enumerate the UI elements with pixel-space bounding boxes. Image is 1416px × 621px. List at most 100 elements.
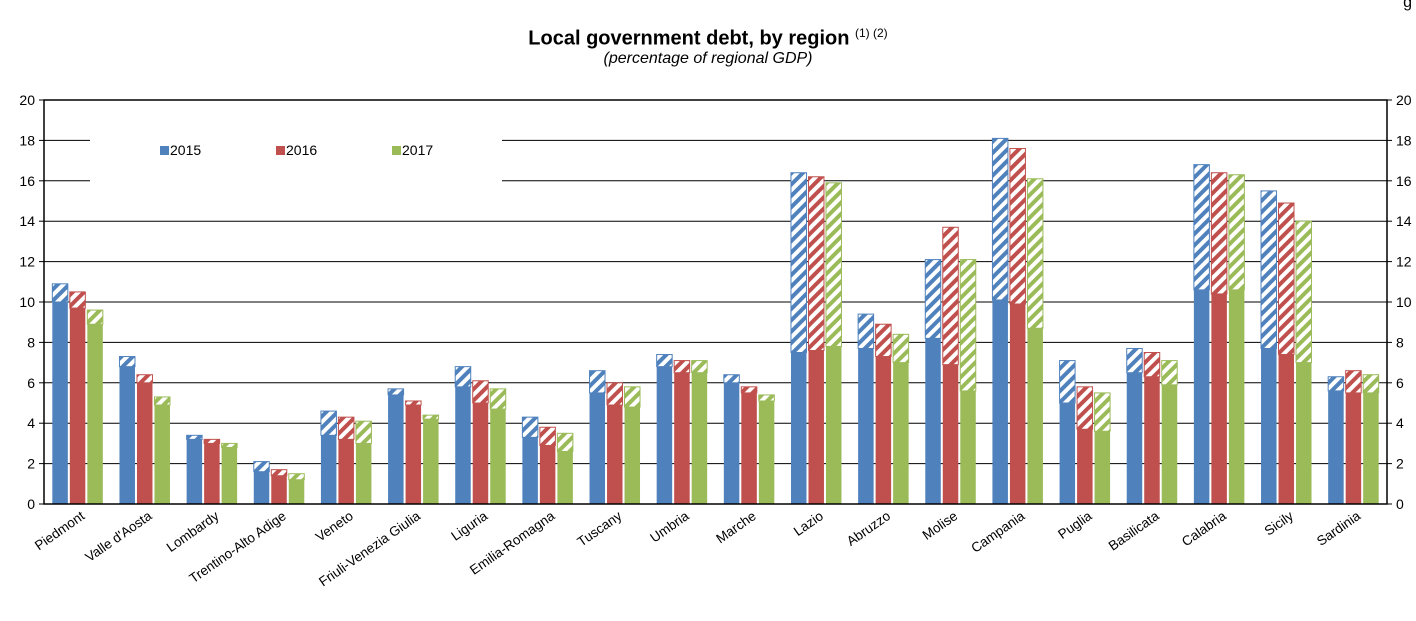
x-category-label: Puglia: [1055, 508, 1095, 542]
x-category-label: Marche: [713, 508, 758, 546]
bar-hatched-segment: [857, 313, 875, 349]
bar-solid-segment: [656, 366, 673, 504]
chart-title-notes: (1) (2): [855, 26, 888, 40]
chart-subtitle: (percentage of regional GDP): [603, 50, 813, 67]
bar-hatched-segment: [1210, 172, 1228, 295]
x-category-label: Abruzzo: [844, 508, 893, 549]
bar-solid-segment: [875, 356, 892, 504]
bar-hatched-segment: [405, 400, 422, 406]
bar-hatched-segment: [673, 360, 691, 374]
bar-solid-segment: [1211, 293, 1227, 504]
x-category-label: Lazio: [791, 508, 826, 539]
bar-hatched-segment: [539, 426, 556, 446]
y-tick-label-right: 2: [1396, 456, 1404, 472]
plot-frame: [43, 99, 1388, 505]
bar-solid-segment: [691, 372, 708, 504]
bar-hatched-segment: [454, 366, 472, 388]
bar-solid-segment: [288, 479, 305, 504]
x-category-label: Sardinia: [1314, 508, 1364, 549]
bar-solid-segment: [1363, 392, 1379, 504]
bar-hatched-segment: [1161, 360, 1178, 386]
bar-hatched-segment: [1059, 360, 1076, 404]
bar-hatched-segment: [253, 461, 270, 473]
bar-hatched-segment: [606, 382, 624, 406]
x-category-label: Lombardy: [164, 508, 222, 555]
bar-hatched-segment: [924, 259, 942, 339]
bar-hatched-segment: [1278, 202, 1295, 356]
bar-hatched-segment: [521, 416, 539, 438]
bar-solid-segment: [271, 475, 287, 504]
bar-hatched-segment: [589, 370, 606, 394]
bar-hatched-segment: [723, 374, 740, 384]
x-category-label: Molise: [920, 508, 961, 543]
bar-hatched-segment: [489, 388, 507, 410]
bar-hatched-segment: [1094, 392, 1111, 432]
bar-hatched-segment: [337, 416, 355, 440]
bar-solid-segment: [522, 437, 538, 504]
bar-hatched-segment: [1126, 347, 1143, 374]
bar-hatched-segment: [320, 410, 337, 436]
bar-solid-segment: [136, 382, 153, 504]
bar-solid-segment: [1094, 431, 1111, 504]
bar-solid-segment: [490, 409, 506, 504]
bar-solid-segment: [557, 451, 573, 504]
bar-solid-segment: [758, 400, 775, 504]
bar-hatched-segment: [1362, 374, 1380, 394]
x-category-label: Piedmont: [32, 508, 88, 553]
bar-solid-segment: [539, 445, 556, 504]
bar-solid-segment: [1228, 289, 1245, 504]
bar-solid-segment: [204, 443, 220, 504]
y-tick-label-left: 8: [27, 334, 35, 350]
bar-solid-segment: [472, 403, 489, 504]
bar-solid-segment: [589, 392, 606, 504]
bar-hatched-segment: [556, 432, 574, 452]
y-tick-label-right: 8: [1396, 334, 1404, 350]
y-tick-label-right: 18: [1396, 132, 1412, 148]
bar-hatched-segment: [270, 469, 288, 477]
chart-title-text: Local government debt, by region: [528, 27, 850, 50]
bar-hatched-segment: [221, 442, 238, 448]
bar-hatched-segment: [825, 182, 842, 347]
bar-solid-segment: [221, 447, 238, 504]
y-tick-label-right: 10: [1396, 294, 1412, 310]
bar-hatched-segment: [1026, 178, 1044, 329]
bar-solid-segment: [1345, 392, 1362, 504]
bar-solid-segment: [1144, 376, 1160, 504]
legend-swatch: [160, 146, 169, 155]
bar-solid-segment: [790, 352, 807, 504]
y-tick-label-left: 12: [19, 254, 35, 270]
bar-hatched-segment: [1076, 386, 1094, 430]
bar-hatched-segment: [959, 259, 977, 392]
y-tick-label-left: 16: [19, 173, 35, 189]
y-tick-label-left: 18: [19, 132, 35, 148]
bar-solid-segment: [253, 471, 270, 504]
bar-solid-segment: [69, 308, 86, 504]
bar-solid-segment: [1027, 328, 1043, 504]
legend-swatch: [392, 146, 401, 155]
bar-hatched-segment: [1009, 147, 1026, 305]
bar-solid-segment: [1261, 348, 1277, 504]
bar-solid-segment: [119, 366, 135, 504]
bar-hatched-segment: [288, 473, 305, 481]
bar-hatched-segment: [69, 291, 86, 309]
bar-hatched-segment: [136, 374, 153, 384]
bar-hatched-segment: [1260, 190, 1278, 349]
bar-solid-segment: [388, 394, 404, 504]
bar-solid-segment: [186, 439, 203, 504]
bar-hatched-segment: [1295, 220, 1313, 364]
bar-hatched-segment: [807, 176, 825, 351]
bar-hatched-segment: [942, 226, 959, 366]
legend-box: [90, 122, 502, 202]
y-tick-label-right: 14: [1396, 213, 1412, 229]
chart-title: Local government debt, by region (1) (2): [0, 26, 1416, 51]
bar-hatched-segment: [422, 414, 440, 420]
x-category-label: Umbria: [647, 508, 692, 546]
bar-hatched-segment: [1228, 174, 1245, 291]
bar-hatched-segment: [790, 172, 807, 353]
y-tick-label-left: 2: [27, 456, 35, 472]
x-category-label: Veneto: [313, 508, 356, 544]
x-category-label: Valle d'Aosta: [82, 508, 154, 565]
bar-hatched-segment: [86, 309, 104, 325]
bar-solid-segment: [825, 346, 842, 504]
y-tick-label-right: 4: [1396, 415, 1404, 431]
